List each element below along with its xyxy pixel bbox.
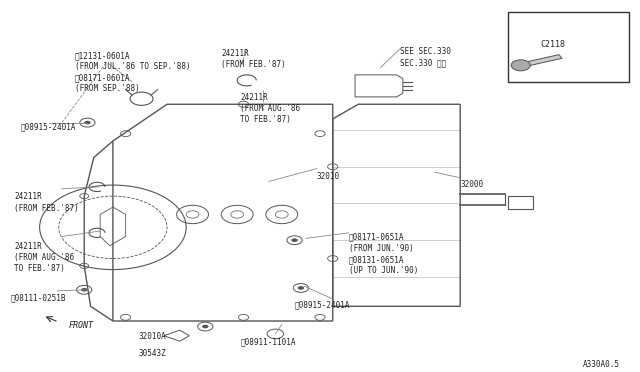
Text: 32010A: 32010A [138, 332, 166, 341]
Text: Ⓠ08911-1101A: Ⓠ08911-1101A [241, 337, 296, 347]
Text: Ⓑ08111-0251B: Ⓑ08111-0251B [11, 294, 67, 302]
Text: 32010: 32010 [317, 172, 340, 181]
Circle shape [202, 325, 209, 328]
Circle shape [511, 60, 531, 71]
Circle shape [81, 288, 88, 292]
Text: Ⓑ12131-0601A
(FROM JUL.'86 TO SEP.'88)
Ⓑ08171-0601A
(FROM SEP.'88): Ⓑ12131-0601A (FROM JUL.'86 TO SEP.'88) Ⓑ… [75, 51, 190, 93]
Text: 24211R
(FROM AUG.'86
TO FEB.'87): 24211R (FROM AUG.'86 TO FEB.'87) [241, 93, 300, 125]
Circle shape [84, 121, 91, 125]
Text: FRONT: FRONT [68, 321, 93, 330]
Text: Ⓠ08915-2401A: Ⓠ08915-2401A [294, 301, 350, 310]
Text: 24211R
(FROM FEB.'87): 24211R (FROM FEB.'87) [221, 49, 286, 69]
Polygon shape [518, 55, 562, 67]
Text: C2118: C2118 [540, 40, 565, 49]
Text: Ⓠ08915-2401A: Ⓠ08915-2401A [20, 123, 76, 132]
Text: Ⓑ08171-0651A
(FROM JUN.'90)
Ⓑ08131-0651A
(UP TO JUN.'90): Ⓑ08171-0651A (FROM JUN.'90) Ⓑ08131-0651A… [349, 233, 418, 275]
Bar [508, 12, 629, 82]
Text: 24211R
(FROM AUG.'86
TO FEB.'87): 24211R (FROM AUG.'86 TO FEB.'87) [14, 242, 74, 273]
Text: 32000: 32000 [460, 180, 483, 189]
Circle shape [291, 238, 298, 242]
Bar [508, 196, 534, 209]
Text: 24211R
(FROM FEB.'87): 24211R (FROM FEB.'87) [14, 192, 79, 212]
Text: A330A0.5: A330A0.5 [582, 360, 620, 369]
Text: SEE SEC.330
SEC.330 参照: SEE SEC.330 SEC.330 参照 [399, 47, 451, 67]
Text: 30543Z: 30543Z [138, 349, 166, 357]
Circle shape [298, 286, 304, 290]
